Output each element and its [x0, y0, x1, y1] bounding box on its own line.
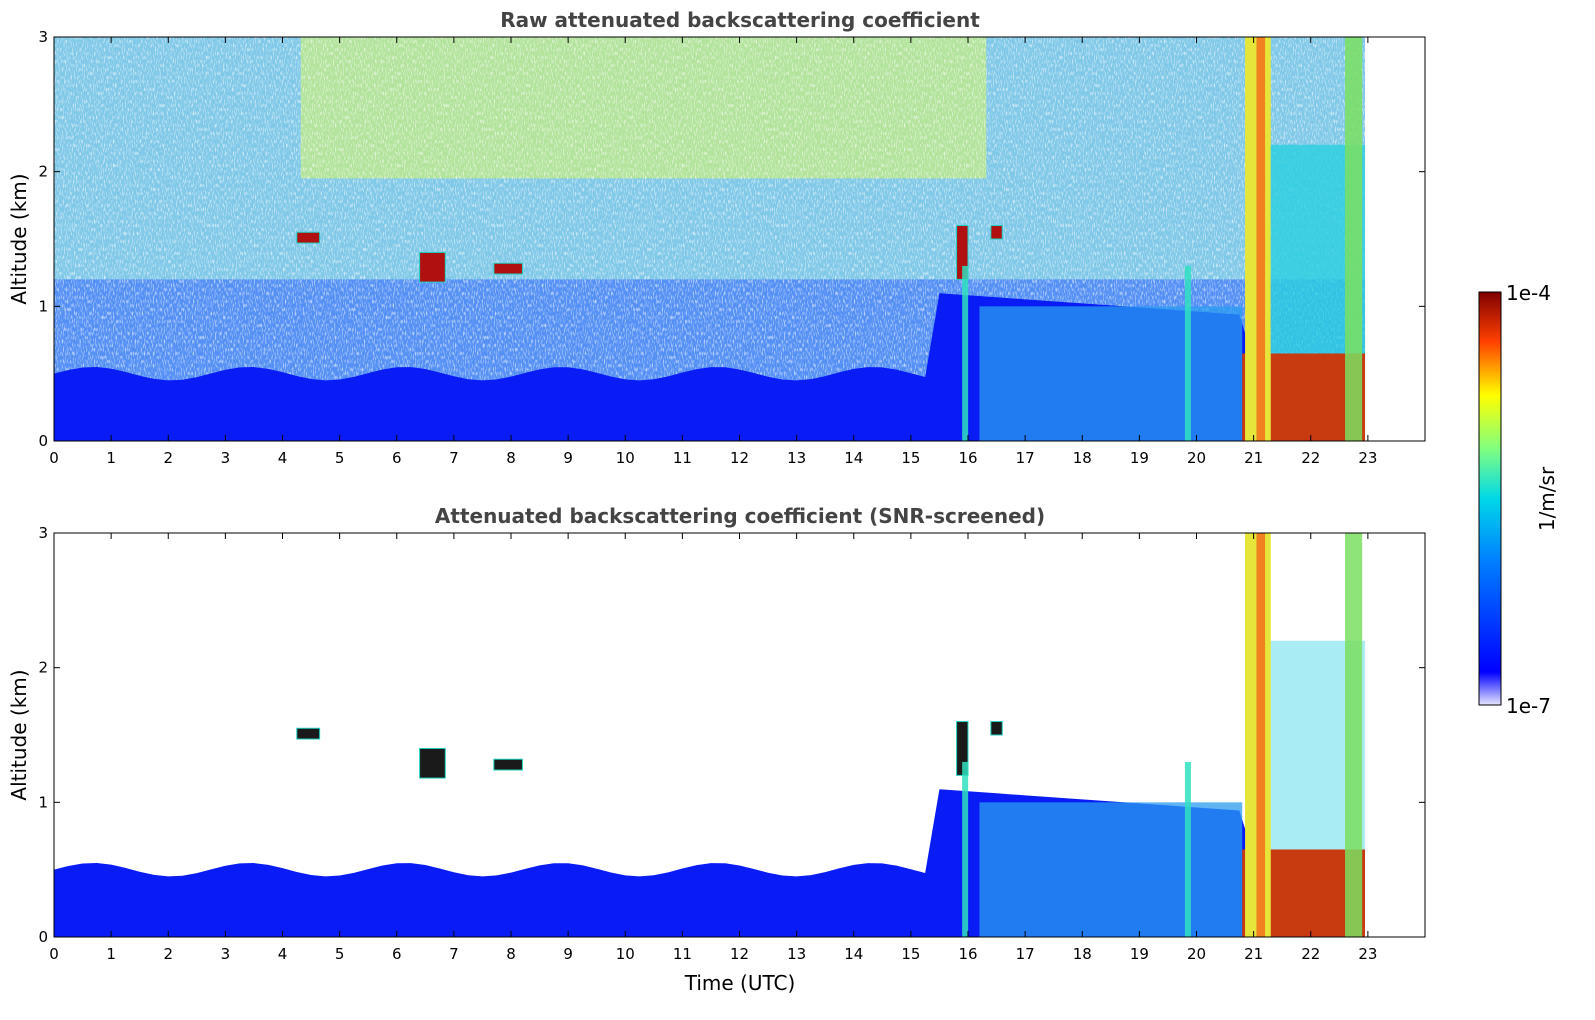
x-tick-label: 15: [901, 945, 920, 963]
x-tick-label: 21: [1244, 449, 1263, 467]
x-tick-label: 8: [506, 449, 516, 467]
colorbar-max-label: 1e-4: [1506, 281, 1551, 305]
aerosol-layer: [979, 802, 1243, 937]
x-tick-label: 14: [844, 449, 863, 467]
x-tick-label: 6: [392, 945, 402, 963]
cloud: [990, 721, 1003, 736]
x-tick-label: 2: [163, 449, 173, 467]
x-tick-label: 16: [958, 449, 977, 467]
x-tick-label: 9: [563, 945, 573, 963]
aerosol-layer: [979, 306, 1243, 441]
x-tick-label: 13: [787, 449, 806, 467]
x-tick-label: 18: [1073, 449, 1092, 467]
cloud: [493, 262, 523, 275]
cloud: [296, 231, 321, 244]
y-axis-label: Altitude (km): [7, 669, 31, 800]
x-tick-label: 13: [787, 945, 806, 963]
cloud: [493, 758, 523, 771]
x-tick-label: 17: [1016, 449, 1035, 467]
x-tick-label: 22: [1301, 449, 1320, 467]
x-axis-label: Time (UTC): [684, 971, 796, 995]
colorbar-scale: [1478, 291, 1502, 706]
signal-streak: [1184, 265, 1191, 441]
cloud: [296, 727, 321, 740]
x-tick-label: 3: [221, 449, 231, 467]
signal-streak: [1184, 761, 1191, 937]
x-tick-label: 22: [1301, 945, 1320, 963]
x-tick-label: 15: [901, 449, 920, 467]
precipitation: [1256, 533, 1266, 937]
panel-title: Raw attenuated backscattering coefficien…: [500, 8, 980, 32]
x-tick-label: 16: [958, 945, 977, 963]
y-axis: 0 1 2 3: [38, 524, 1425, 946]
x-tick-label: 7: [449, 449, 459, 467]
x-tick-label: 10: [616, 449, 635, 467]
cloud: [419, 251, 446, 283]
y-tick-label: 3: [38, 28, 48, 46]
x-tick-label: 19: [1130, 449, 1149, 467]
x-tick-label: 6: [392, 449, 402, 467]
x-tick-label: 20: [1187, 945, 1206, 963]
y-axis-label: Altitude (km): [7, 173, 31, 304]
signal-streak: [962, 761, 969, 937]
y-tick-label: 1: [38, 297, 48, 315]
precipitation: [1345, 37, 1363, 441]
x-tick-label: 0: [49, 945, 59, 963]
colorbar-unit-label: 1/m/sr: [1535, 466, 1559, 531]
x-tick-label: 14: [844, 945, 863, 963]
x-tick-label: 7: [449, 945, 459, 963]
x-axis: 0 1 2 3 4 5 6 7 8 9 10 11 12 13 14 15 16 17 18 19 20 21 22 23: [49, 37, 1377, 467]
x-tick-label: 2: [163, 945, 173, 963]
x-tick-label: 9: [563, 449, 573, 467]
x-tick-label: 0: [49, 449, 59, 467]
cloud: [419, 747, 446, 779]
y-tick-label: 2: [38, 659, 48, 677]
heatmap-image: [54, 533, 1366, 937]
y-tick-label: 2: [38, 163, 48, 181]
x-tick-label: 11: [673, 945, 692, 963]
x-tick-label: 5: [335, 945, 345, 963]
x-tick-label: 18: [1073, 945, 1092, 963]
x-tick-label: 3: [221, 945, 231, 963]
y-tick-label: 1: [38, 793, 48, 811]
x-tick-label: 23: [1358, 449, 1377, 467]
x-tick-label: 12: [730, 449, 749, 467]
y-axis: 0 1 2 3: [38, 28, 1425, 450]
precipitation: [1256, 37, 1266, 441]
x-tick-label: 21: [1244, 945, 1263, 963]
snr-screened-panel: Attenuated backscattering coefficient (S…: [7, 504, 1426, 995]
x-tick-label: 20: [1187, 449, 1206, 467]
x-tick-label: 5: [335, 449, 345, 467]
x-tick-label: 8: [506, 945, 516, 963]
x-tick-label: 1: [106, 945, 116, 963]
raw-backscatter-panel: Raw attenuated backscattering coefficien…: [7, 8, 1426, 467]
panel-title: Attenuated backscattering coefficient (S…: [435, 504, 1045, 528]
colorbar: 1e-4 1e-7 1/m/sr: [1478, 281, 1559, 718]
x-tick-label: 17: [1016, 945, 1035, 963]
plot-area: [53, 36, 1426, 442]
x-axis: 0 1 2 3 4 5 6 7 8 9 10 11 12 13 14 15 16 17 18 19 20 21 22 23: [49, 533, 1377, 963]
x-tick-label: 23: [1358, 945, 1377, 963]
x-tick-label: 12: [730, 945, 749, 963]
x-tick-label: 11: [673, 449, 692, 467]
y-tick-label: 0: [38, 928, 48, 946]
cloud: [990, 225, 1003, 240]
precipitation: [1345, 533, 1363, 937]
x-tick-label: 1: [106, 449, 116, 467]
x-tick-label: 4: [278, 945, 288, 963]
x-tick-label: 10: [616, 945, 635, 963]
y-tick-label: 0: [38, 432, 48, 450]
x-tick-label: 4: [278, 449, 288, 467]
heatmap-image: [54, 37, 1366, 441]
plot-area: [53, 532, 1426, 938]
colorbar-min-label: 1e-7: [1506, 694, 1551, 718]
x-tick-label: 19: [1130, 945, 1149, 963]
signal-streak: [962, 265, 969, 441]
y-tick-label: 3: [38, 524, 48, 542]
